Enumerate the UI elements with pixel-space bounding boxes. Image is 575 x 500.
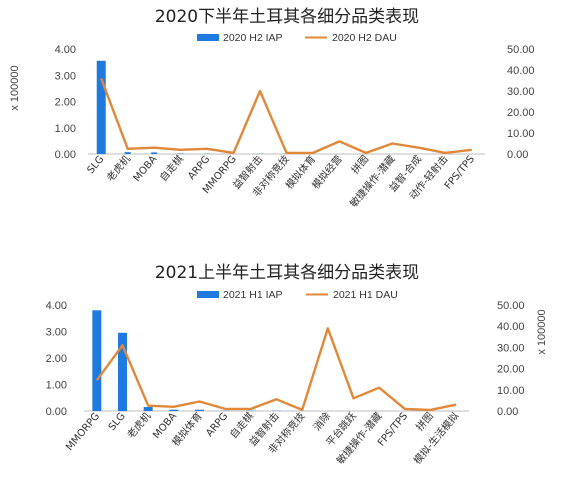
y-right-tick: 40.00: [497, 321, 525, 333]
y-axis-label: x 100000: [9, 65, 21, 110]
y-axis-label: x 100000: [536, 309, 548, 354]
category-label: ARPG: [204, 411, 230, 439]
category-label: 拼图: [348, 153, 371, 177]
iap-bar: [195, 409, 204, 411]
y-right-tick: 40.00: [507, 65, 535, 77]
chart-title: 2021上半年土耳其各细分品类表现: [155, 263, 419, 283]
y-right-tick: 50.00: [507, 44, 535, 56]
legend-label-dau: 2021 H1 DAU: [333, 289, 398, 301]
category-label: MMORPG: [64, 411, 102, 453]
iap-bar: [143, 407, 153, 411]
y-right-tick: 50.00: [497, 300, 525, 312]
category-label: 消除: [310, 410, 333, 434]
y-left-tick: 4.00: [55, 44, 76, 56]
dau-line: [95, 327, 457, 412]
y-right-tick: 20.00: [497, 364, 525, 376]
dau-line: [100, 77, 472, 155]
y-right-tick: 0.00: [497, 406, 518, 418]
category-label: 自走棋: [157, 153, 186, 184]
y-left-tick: 3.00: [55, 70, 76, 82]
y-right-tick: 0.00: [507, 149, 528, 161]
iap-bar: [177, 153, 184, 154]
iap-bar: [118, 332, 127, 411]
y-left-tick: 4.00: [46, 300, 67, 312]
category-label: ARPG: [186, 154, 212, 182]
category-label: 拼图: [413, 410, 436, 434]
legend-label-iap: 2021 H1 IAP: [223, 289, 283, 301]
y-left-tick: 1.00: [46, 380, 67, 392]
iap-bar: [151, 152, 158, 154]
iap-bar: [169, 409, 179, 411]
category-label: 老虎机: [104, 153, 133, 184]
y-left-tick: 1.00: [55, 123, 76, 135]
legend-swatch-iap: [197, 291, 219, 298]
iap-bar: [124, 152, 131, 154]
legend-swatch-iap: [197, 34, 219, 41]
category-label: 敏捷操作-潜藏: [347, 153, 398, 210]
chart-title: 2020下半年土耳其各细分品类表现: [155, 7, 419, 27]
category-label: 老虎机: [124, 410, 153, 441]
category-label: MOBA: [132, 154, 160, 184]
y-right-tick: 10.00: [497, 385, 525, 397]
iap-bar: [96, 60, 106, 154]
iap-bar: [92, 310, 102, 411]
y-right-tick: 30.00: [497, 342, 525, 354]
legend-label-iap: 2020 H2 IAP: [223, 32, 283, 44]
y-left-tick: 2.00: [55, 97, 76, 109]
category-label: SLG: [85, 154, 106, 176]
chart-2: 2021上半年土耳其各细分品类表现 2021 H1 IAP 2021 H1 DAU 0…: [46, 263, 548, 467]
y-right-tick: 20.00: [507, 107, 535, 119]
y-left-tick: 0.00: [55, 149, 76, 161]
y-left-tick: 0.00: [46, 406, 67, 418]
category-label: 模拟-生活模拟: [411, 410, 462, 467]
y-right-tick: 30.00: [507, 86, 535, 98]
chart-1: 2020下半年土耳其各细分品类表现 2020 H2 IAP 2020 H2 DAU 0…: [9, 7, 535, 210]
y-left-tick: 3.00: [46, 327, 67, 339]
y-right-tick: 10.00: [507, 128, 535, 140]
y-left-tick: 2.00: [46, 353, 67, 365]
legend-label-dau: 2020 H2 DAU: [332, 32, 397, 44]
category-label: SLG: [107, 411, 128, 433]
